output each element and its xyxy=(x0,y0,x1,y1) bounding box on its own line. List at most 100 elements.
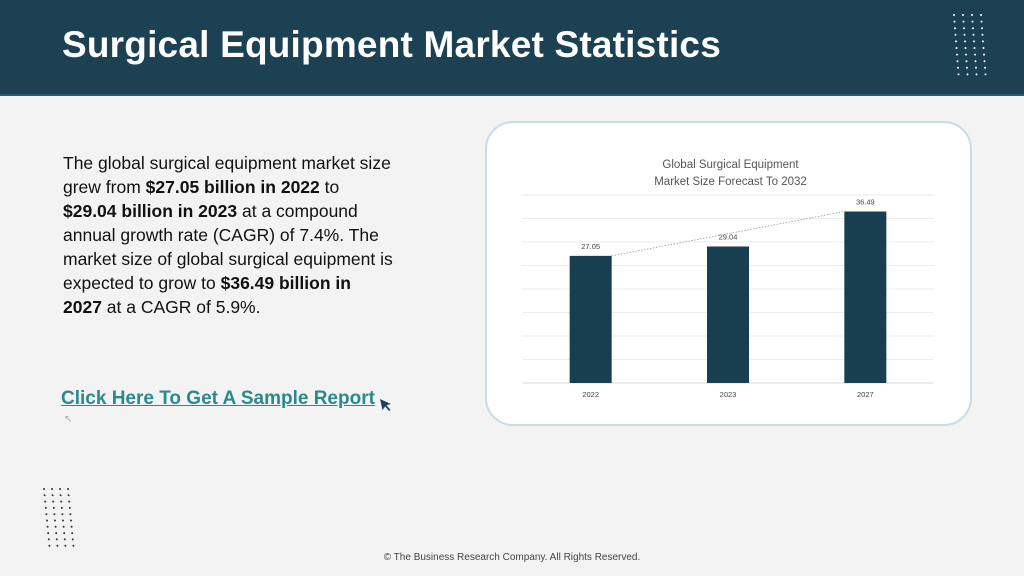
chart-subtitle: Market Size Forecast To 2032 xyxy=(654,176,807,188)
x-tick-label-2023: 2023 xyxy=(720,390,737,399)
decoration-dot xyxy=(971,20,974,23)
decoration-dot xyxy=(953,14,955,16)
header-bar: Surgical Equipment Market Statistics xyxy=(0,0,1024,96)
decoration-dot xyxy=(55,532,58,535)
x-tick-label-2027: 2027 xyxy=(857,390,874,399)
trendline xyxy=(611,211,845,257)
decoration-dot xyxy=(954,27,956,30)
dot-pattern-decoration xyxy=(43,488,75,547)
decoration-dot xyxy=(956,60,959,63)
decoration-dot xyxy=(953,20,956,23)
bar-2027 xyxy=(844,211,887,383)
decoration-dot xyxy=(71,538,74,541)
decoration-dot xyxy=(966,66,968,69)
decoration-dot xyxy=(56,544,59,547)
data-label-2023: 29.04 xyxy=(719,233,738,242)
decoration-dot xyxy=(48,544,51,547)
decoration-dot xyxy=(973,40,975,43)
description-text: The global surgical equipment market siz… xyxy=(63,153,391,197)
decoration-dot xyxy=(981,33,984,36)
decoration-dot xyxy=(975,66,977,69)
decoration-dot xyxy=(975,73,978,76)
decoration-dot xyxy=(984,73,987,76)
decoration-dot xyxy=(980,20,983,23)
decoration-dot xyxy=(68,500,71,503)
decoration-dot xyxy=(44,506,47,509)
decoration-dot xyxy=(67,488,69,490)
x-tick-label-2022: 2022 xyxy=(582,390,599,399)
decoration-dot xyxy=(43,488,45,490)
decoration-dot xyxy=(957,73,960,76)
decoration-dot xyxy=(981,27,983,30)
small-arrow-mark: ↖ xyxy=(64,414,73,425)
decoration-dot xyxy=(956,53,958,56)
dot-pattern-decoration xyxy=(953,14,987,76)
decoration-dot xyxy=(957,66,959,69)
decoration-dot xyxy=(51,494,54,497)
decoration-dot xyxy=(43,494,46,497)
decoration-dot xyxy=(966,73,969,76)
decoration-dot xyxy=(965,53,967,56)
decoration-dot xyxy=(51,488,53,490)
page-title: Surgical Equipment Market Statistics xyxy=(62,24,721,65)
value-2022: $27.05 billion in 2022 xyxy=(145,177,320,197)
decoration-dot xyxy=(68,506,71,509)
decoration-dot xyxy=(982,47,985,49)
decoration-dot xyxy=(954,33,957,36)
decoration-dot xyxy=(972,27,974,30)
decoration-dot xyxy=(59,488,61,490)
decoration-dot xyxy=(47,532,50,535)
decoration-dot xyxy=(955,40,957,43)
copyright-footer: © The Business Research Company. All Rig… xyxy=(383,552,641,563)
decoration-dot xyxy=(962,14,964,16)
decoration-dot xyxy=(60,506,63,509)
bar-2022 xyxy=(569,255,612,383)
decoration-dot xyxy=(45,513,48,516)
decoration-dot xyxy=(974,60,977,63)
decoration-dot xyxy=(44,500,47,503)
bar-2023 xyxy=(707,246,749,383)
decoration-dot xyxy=(965,60,968,63)
decoration-dot xyxy=(52,500,55,503)
decoration-dot xyxy=(983,53,985,56)
data-label-2027: 36.49 xyxy=(856,197,875,206)
decoration-dot xyxy=(52,506,55,509)
data-label-2022: 27.05 xyxy=(581,242,600,251)
decoration-dot xyxy=(955,47,958,49)
decoration-dot xyxy=(963,33,966,36)
decoration-dot xyxy=(63,532,66,535)
decoration-dot xyxy=(70,525,73,528)
market-description: The global surgical equipment market siz… xyxy=(63,151,393,319)
decoration-dot xyxy=(984,66,986,69)
decoration-dot xyxy=(980,14,982,16)
decoration-dot xyxy=(53,513,56,516)
sample-report-link[interactable]: Click Here To Get A Sample Report xyxy=(61,388,375,409)
decoration-dot xyxy=(962,20,965,23)
decoration-dot xyxy=(69,513,72,516)
decoration-dot xyxy=(67,494,70,497)
decoration-dot xyxy=(983,60,986,63)
description-text: at a CAGR of 5.9%. xyxy=(101,297,261,317)
decoration-dot xyxy=(72,544,75,547)
decoration-dot xyxy=(54,519,56,522)
description-text: at a compound annual growth rate (CAGR) … xyxy=(63,201,393,293)
decoration-dot xyxy=(46,519,48,522)
value-2023: $29.04 billion in 2023 xyxy=(63,201,238,221)
value-2027: $36.49 billion in 2027 xyxy=(63,273,351,317)
decoration-dot xyxy=(62,519,64,522)
decoration-dot xyxy=(973,47,976,49)
bar-chart: 27.05 2022 29.04 2023 36.49 2027 xyxy=(522,194,934,399)
decoration-dot xyxy=(972,33,975,36)
decoration-dot xyxy=(964,40,966,43)
decoration-dot xyxy=(64,544,67,547)
chart-title: Global Surgical Equipment xyxy=(662,159,799,171)
decoration-dot xyxy=(55,538,58,541)
description-text: to xyxy=(319,177,340,197)
decoration-dot xyxy=(63,538,66,541)
decoration-dot xyxy=(70,519,72,522)
decoration-dot xyxy=(62,525,65,528)
cursor-arrow-icon[interactable] xyxy=(378,397,394,413)
decoration-dot xyxy=(963,27,965,30)
decoration-dot xyxy=(61,513,64,516)
decoration-dot xyxy=(71,532,74,535)
